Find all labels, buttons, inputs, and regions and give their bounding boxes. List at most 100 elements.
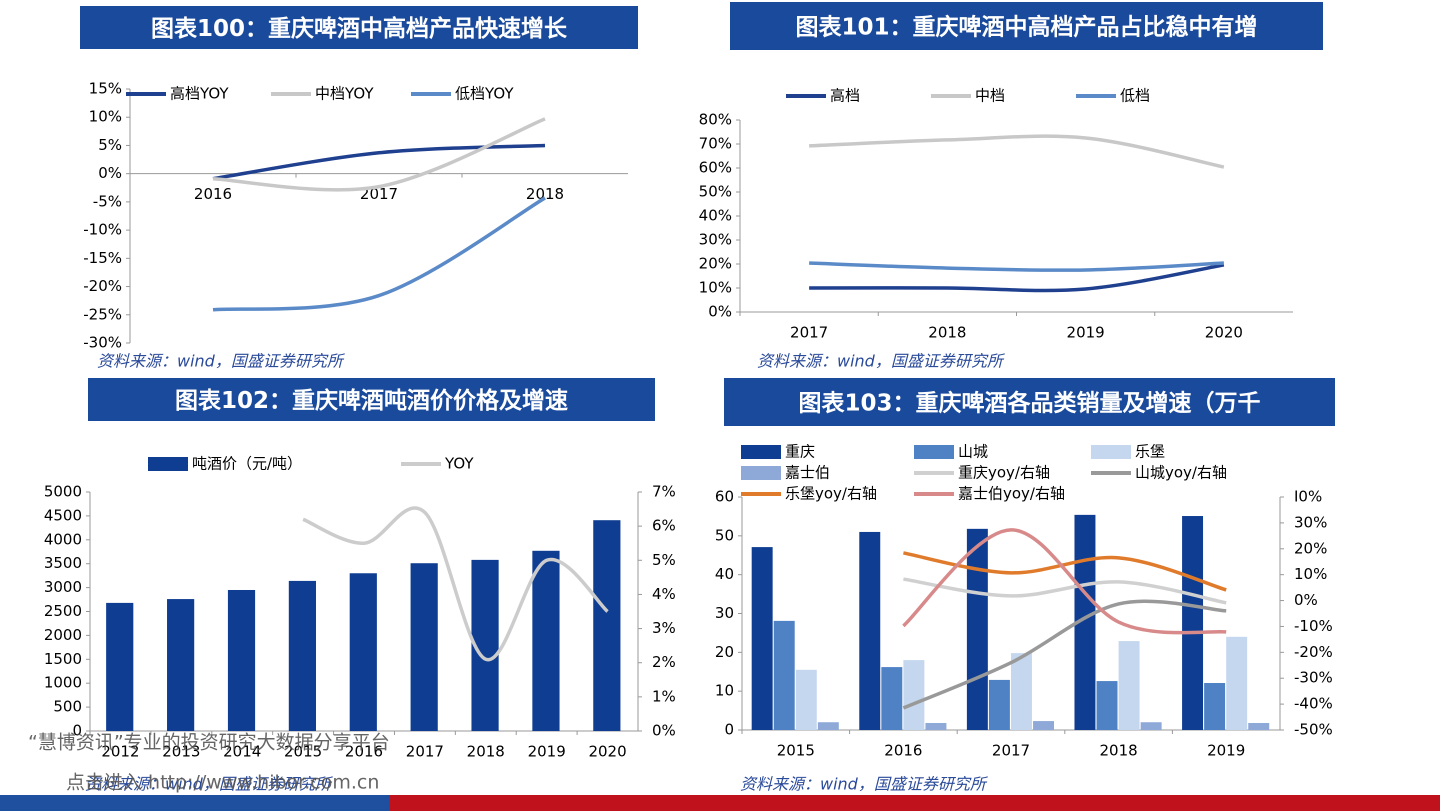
bar — [1011, 653, 1032, 730]
y-tick-label: 15% — [89, 80, 122, 98]
y2-tick-label: 10% — [1294, 565, 1327, 583]
x-tick-label: 2017 — [406, 743, 444, 761]
bar — [349, 573, 377, 731]
footer-bar-blue — [0, 795, 390, 811]
line — [302, 506, 609, 662]
x-tick-label: 2013 — [162, 743, 200, 761]
x-tick-label: 2015 — [284, 743, 322, 761]
line — [809, 263, 1225, 293]
source-note: 资料来源：wind，国盛证券研究所 — [757, 352, 1006, 371]
bar — [167, 599, 195, 731]
y-tick-label: 20 — [715, 643, 734, 661]
bar — [1248, 723, 1270, 730]
y2-tick-label: 0% — [1294, 591, 1318, 609]
y-tick-label: 20% — [699, 255, 732, 273]
y2-tick-label: -40% — [1294, 695, 1333, 713]
x-tick-label: 2018 — [1100, 742, 1138, 760]
bar — [1226, 636, 1248, 730]
bar — [988, 679, 1010, 730]
bar — [410, 563, 438, 731]
source-note: 资料来源：wind，国盛证券研究所 — [85, 775, 334, 794]
chart-title: 图表103：重庆啤酒各品类销量及增速（万千 — [798, 390, 1260, 417]
line — [212, 196, 546, 312]
y-tick-label: 40 — [715, 565, 734, 583]
legend-swatch — [741, 445, 781, 459]
x-tick-label: 2012 — [101, 743, 139, 761]
y-tick-label: -15% — [83, 249, 122, 267]
y-tick-label: 0% — [708, 303, 732, 321]
x-tick-label: 2020 — [1205, 324, 1243, 342]
y-tick-label: 0% — [98, 164, 122, 182]
source-note: 资料来源：wind，国盛证券研究所 — [97, 352, 346, 371]
y-tick-label: 500 — [53, 698, 82, 716]
y-tick-label: 10% — [89, 108, 122, 126]
x-tick-label: 2020 — [588, 743, 626, 761]
bar — [227, 589, 256, 731]
y-tick-label: 1500 — [44, 650, 82, 668]
y2-tick-label: 6% — [652, 517, 676, 535]
y-tick-label: 50% — [699, 183, 732, 201]
y2-tick-label: 20% — [1294, 539, 1327, 557]
y-tick-label: 30 — [715, 604, 734, 622]
y-tick-label: 10 — [715, 682, 734, 700]
bar — [966, 528, 988, 730]
line — [903, 577, 1227, 605]
y-tick-label: 3000 — [44, 578, 82, 596]
y-tick-label: -20% — [83, 277, 122, 295]
x-tick-label: 2019 — [1067, 324, 1105, 342]
x-tick-label: 2015 — [777, 742, 815, 760]
bar — [903, 660, 925, 730]
legend-label: 乐堡yoy/右轴 — [785, 485, 877, 503]
legend-swatch — [914, 445, 954, 459]
bar — [1182, 516, 1204, 730]
x-tick-label: 2018 — [526, 185, 564, 203]
bar — [795, 669, 817, 730]
y2-tick-label: -20% — [1294, 643, 1333, 661]
y-tick-label: 30% — [699, 231, 732, 249]
legend-label: 乐堡 — [1135, 443, 1165, 461]
y2-tick-label: 5% — [652, 551, 676, 569]
legend-label: 高档 — [830, 87, 860, 105]
bar — [106, 602, 134, 731]
bar — [593, 520, 621, 731]
y-tick-label: -30% — [83, 334, 122, 352]
x-tick-label: 2019 — [528, 743, 566, 761]
y2-tick-label: 0% — [652, 722, 676, 740]
y2-tick-label: I0% — [1294, 488, 1322, 506]
y-tick-label: 50 — [715, 526, 734, 544]
legend-label: 重庆yoy/右轴 — [958, 464, 1050, 482]
source-note: 资料来源：wind，国盛证券研究所 — [740, 775, 989, 794]
legend-label: 嘉士伯yoy/右轴 — [958, 485, 1065, 503]
legend-swatch — [741, 466, 781, 480]
y-tick-label: 60% — [699, 159, 732, 177]
x-tick-label: 2017 — [790, 324, 828, 342]
y2-tick-label: 30% — [1294, 513, 1327, 531]
legend-label: 山城yoy/右轴 — [1135, 464, 1227, 482]
y2-tick-label: 2% — [652, 653, 676, 671]
legend-label: 重庆 — [785, 443, 815, 461]
x-tick-label: 2016 — [884, 742, 922, 760]
x-tick-label: 2016 — [345, 743, 383, 761]
legend-label: 中档YOY — [315, 85, 374, 103]
bar — [1140, 722, 1162, 730]
y2-tick-label: -10% — [1294, 617, 1333, 635]
y-tick-label: 5000 — [44, 483, 82, 501]
legend-label: 山城 — [958, 443, 988, 461]
y-tick-label: 5% — [98, 136, 122, 154]
y-tick-label: 1000 — [44, 674, 82, 692]
legend-label: 低档 — [1120, 87, 1150, 105]
y2-tick-label: 4% — [652, 585, 676, 603]
y-tick-label: 80% — [699, 111, 732, 129]
line — [902, 599, 1227, 710]
bar — [925, 723, 947, 730]
bar — [532, 550, 560, 731]
chart-title: 图表101：重庆啤酒中高档产品占比稳中有增 — [795, 14, 1257, 41]
y-tick-label: 0 — [72, 722, 82, 740]
bar — [1118, 641, 1140, 730]
y2-tick-label: 1% — [652, 687, 676, 705]
legend-swatch — [148, 457, 188, 471]
bar — [773, 620, 795, 730]
x-tick-label: 2018 — [467, 743, 505, 761]
y-tick-label: 40% — [699, 207, 732, 225]
